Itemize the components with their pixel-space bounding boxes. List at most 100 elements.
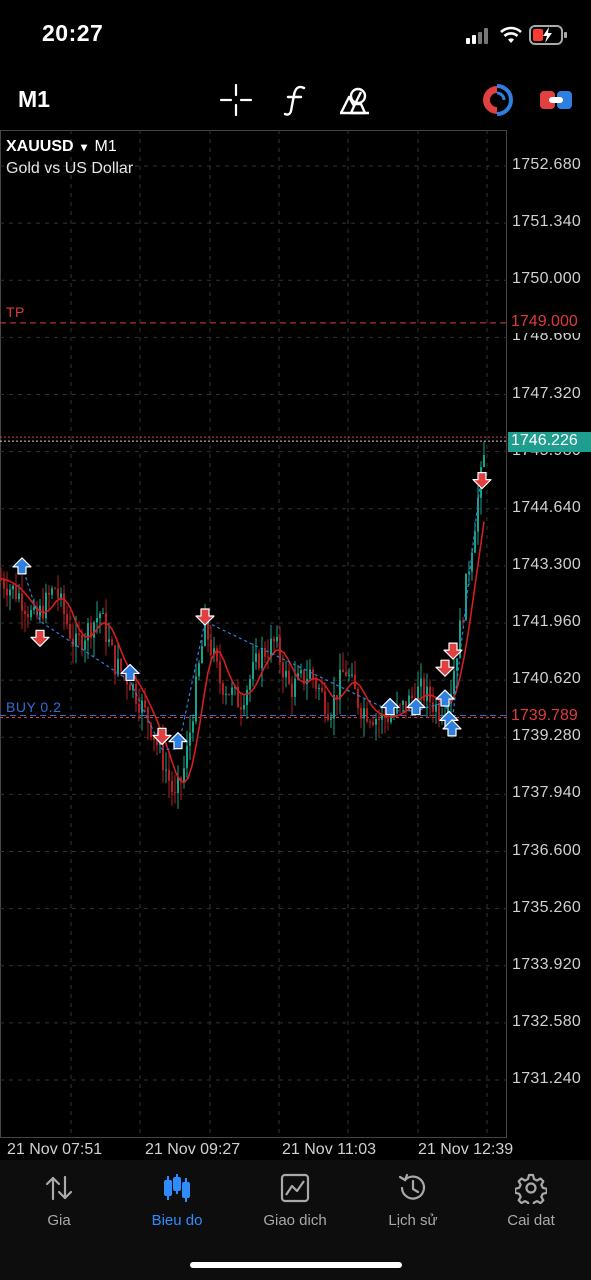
candle-body [264, 647, 266, 657]
candle-body [111, 639, 113, 646]
buy-arrow-icon [435, 689, 455, 707]
candle-body [207, 613, 209, 640]
home-indicator [190, 1262, 402, 1268]
history-icon [398, 1173, 426, 1200]
nav-quotes[interactable]: Gia [0, 1160, 118, 1240]
price-axis-label: 1744.640 [512, 498, 582, 516]
candle-body [369, 721, 371, 723]
candle-body [456, 658, 458, 671]
signal-icon [466, 28, 488, 44]
candle-body [165, 769, 167, 771]
candle-body [291, 683, 293, 697]
candle-body [48, 592, 50, 595]
one-click-trading-icon[interactable] [479, 82, 515, 118]
nav-settings[interactable]: Cai dat [472, 1160, 590, 1240]
candle-body [345, 672, 347, 676]
time-axis-label: 21 Nov 09:27 [145, 1141, 241, 1158]
candle-body [432, 702, 434, 712]
price-axis-label: 1752.680 [512, 156, 582, 173]
candle-body [324, 691, 326, 715]
chart-canvas [0, 130, 591, 1138]
candle-body [381, 714, 383, 720]
crosshair-icon[interactable] [218, 82, 254, 118]
candle-body [183, 768, 185, 782]
time-axis-label: 21 Nov 11:03 [282, 1141, 376, 1158]
candle-body [420, 678, 422, 687]
candle-body [225, 693, 227, 695]
nav-history-label: Lịch sử [388, 1212, 438, 1229]
time-axis-label: 21 Nov 07:51 [7, 1141, 103, 1158]
candle-body [189, 732, 191, 746]
sell-arrow-icon [30, 629, 50, 647]
candle-body [396, 704, 398, 714]
price-axis-label: 1736.600 [512, 841, 582, 859]
candle-body [417, 686, 419, 708]
candle-body [57, 588, 59, 599]
sell-arrow-icon [472, 472, 492, 490]
candle-body [315, 679, 317, 689]
nav-history[interactable]: Lịch sử [354, 1160, 472, 1240]
candle-body [261, 647, 263, 669]
candle-body [120, 658, 122, 671]
candle-body [267, 656, 269, 658]
nav-chart[interactable]: Bieu do [118, 1160, 236, 1240]
candle-body [21, 593, 23, 611]
quotes-icon [45, 1175, 73, 1201]
candle-body [3, 579, 5, 589]
candle-body [81, 635, 83, 650]
candle-body [348, 675, 350, 677]
indicators-icon[interactable] [278, 82, 314, 118]
tp-price-label: 1749.000 [508, 313, 591, 333]
trade-icon [280, 1173, 310, 1203]
candle-body [54, 588, 56, 590]
price-axis-label: 1731.240 [512, 1070, 582, 1087]
candle-body [201, 645, 203, 664]
candle-body [129, 684, 131, 691]
candle-body [285, 670, 287, 678]
candle-body [180, 777, 182, 782]
sell-arrow-icon [435, 659, 455, 677]
candle-body [147, 707, 149, 723]
buy-arrow-icon [442, 719, 462, 737]
candle-body [117, 658, 119, 675]
timeframe-button[interactable]: M1 [18, 86, 50, 112]
nav-trade[interactable]: Giao dich [236, 1160, 354, 1240]
trade-toggle-icon[interactable] [538, 82, 574, 118]
candle-body [171, 780, 173, 793]
symbol-name[interactable]: XAUUSD ▾ M1 [6, 138, 117, 155]
buy-arrow-icon [406, 697, 426, 716]
candle-body [297, 673, 299, 679]
bottom-navigation: Gia Bieu do Giao dich Lịch sử [0, 1160, 591, 1280]
candle-body [213, 648, 215, 655]
sell-arrow-icon [443, 642, 463, 660]
candle-body [252, 661, 254, 680]
candle-body [354, 674, 356, 690]
price-axis-label: 1750.000 [512, 270, 582, 288]
candle-body [24, 610, 26, 614]
candle-body [255, 653, 257, 662]
candle-body [222, 683, 224, 695]
candle-body [168, 769, 170, 781]
price-chart[interactable] [0, 130, 591, 1138]
buy-price-label: 1739.789 [508, 707, 591, 727]
candle-body [228, 693, 230, 695]
candle-body [108, 639, 110, 643]
candle-body [330, 718, 332, 720]
candle-body [153, 737, 155, 740]
nav-settings-label: Cai dat [507, 1212, 555, 1229]
candle-body [447, 703, 449, 715]
candle-body [273, 638, 275, 642]
candle-body [300, 670, 302, 674]
buy-arrow-icon [380, 697, 400, 716]
candle-body [30, 610, 32, 618]
objects-icon[interactable] [337, 82, 373, 118]
candle-body [243, 704, 245, 710]
candle-body [51, 588, 53, 595]
candle-body [12, 585, 14, 590]
chart-icon [164, 1174, 190, 1202]
candle-body [63, 593, 65, 615]
buy-arrow-icon [120, 663, 140, 682]
price-axis-label: 1733.920 [512, 955, 582, 973]
bid-price-label: 1746.226 [508, 432, 591, 452]
candle-body [477, 497, 479, 532]
